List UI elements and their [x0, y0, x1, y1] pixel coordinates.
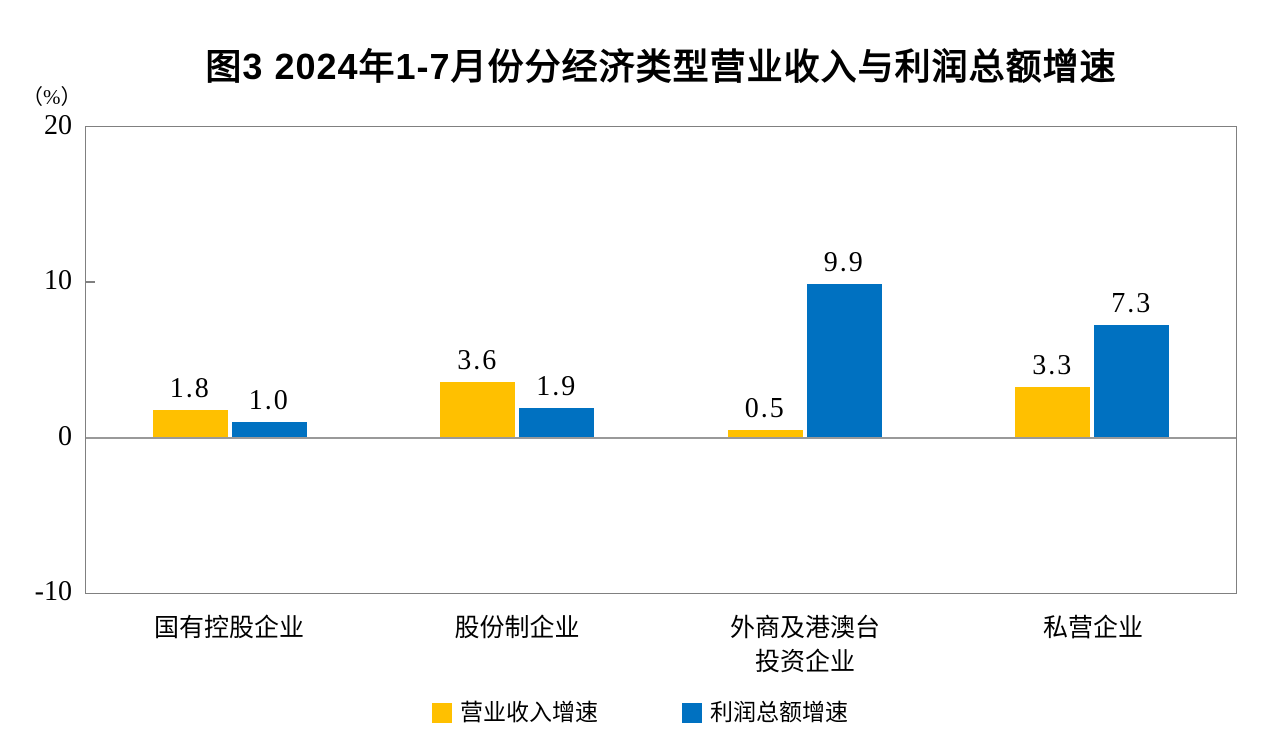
bar-value-label: 7.3 [1111, 288, 1153, 319]
bar-value-label: 0.5 [744, 393, 786, 424]
bar-wrapper: 3.3 [1015, 350, 1091, 438]
legend: 营业收入增速 利润总额增速 [0, 698, 1280, 728]
category-label-line: 投资企业 [754, 649, 855, 676]
category-label: 股份制企业 [373, 612, 661, 680]
y-tick-label-20: 20 [44, 110, 72, 141]
legend-label: 利润总额增速 [710, 700, 848, 725]
bars-layer: 1.8 1.0 3.6 1.9 0.5 9.9 3.3 7.3 [86, 127, 1236, 438]
y-tick-label-0: 0 [58, 420, 72, 452]
bar-series0-cat3 [1015, 387, 1091, 438]
y-axis-tick-mark [86, 281, 95, 283]
bar-wrapper: 7.3 [1094, 288, 1170, 438]
y-axis-unit-label: （%） [22, 85, 82, 109]
bar-value-label: 3.6 [457, 345, 499, 376]
category-label-line: 私营企业 [1042, 615, 1143, 642]
legend-item: 营业收入增速 [432, 698, 598, 728]
bar-wrapper: 1.8 [152, 373, 228, 438]
bar-series1-cat0 [231, 422, 307, 438]
bar-wrapper: 3.6 [440, 345, 516, 438]
bar-series0-cat0 [152, 410, 228, 438]
category-label: 私营企业 [949, 612, 1237, 680]
legend-label: 营业收入增速 [460, 700, 598, 725]
category-label-line: 外商及港澳台 [729, 615, 880, 642]
y-axis: 20 10 0 -10 [0, 0, 72, 734]
bar-series0-cat2 [727, 430, 803, 438]
bar-series1-cat1 [519, 408, 595, 438]
bar-series0-cat1 [440, 382, 516, 438]
bar-series1-cat3 [1094, 325, 1170, 438]
bar-value-label: 1.0 [248, 385, 290, 416]
category-label-line: 股份制企业 [454, 615, 580, 642]
bar-series1-cat2 [806, 284, 882, 438]
chart-title: 图3 2024年1-7月份分经济类型营业收入与利润总额增速 [205, 46, 1117, 87]
zero-axis-line [86, 437, 1236, 439]
bar-wrapper: 1.9 [519, 371, 595, 438]
y-tick-label--10: -10 [34, 576, 72, 607]
bar-value-label: 3.3 [1032, 350, 1074, 381]
plot-area: 1.8 1.0 3.6 1.9 0.5 9.9 3.3 7.3 [85, 126, 1237, 594]
bar-group: 3.3 7.3 [949, 127, 1237, 438]
bar-group: 3.6 1.9 [374, 127, 662, 438]
category-label: 外商及港澳台 投资企业 [661, 612, 949, 680]
bar-value-label: 9.9 [823, 247, 865, 278]
bar-group: 1.8 1.0 [86, 127, 374, 438]
legend-item: 利润总额增速 [682, 698, 848, 728]
bar-wrapper: 1.0 [231, 385, 307, 438]
legend-swatch [432, 703, 452, 723]
bar-wrapper: 9.9 [806, 247, 882, 438]
bar-value-label: 1.9 [536, 371, 578, 402]
y-tick-label-10: 10 [44, 265, 72, 297]
legend-swatch [682, 703, 702, 723]
bar-value-label: 1.8 [169, 373, 211, 404]
category-label-line: 国有控股企业 [153, 615, 304, 642]
category-label: 国有控股企业 [85, 612, 373, 680]
bar-group: 0.5 9.9 [661, 127, 949, 438]
bar-wrapper: 0.5 [727, 393, 803, 438]
x-axis: 国有控股企业 股份制企业 外商及港澳台 投资企业 私营企业 [85, 612, 1237, 680]
